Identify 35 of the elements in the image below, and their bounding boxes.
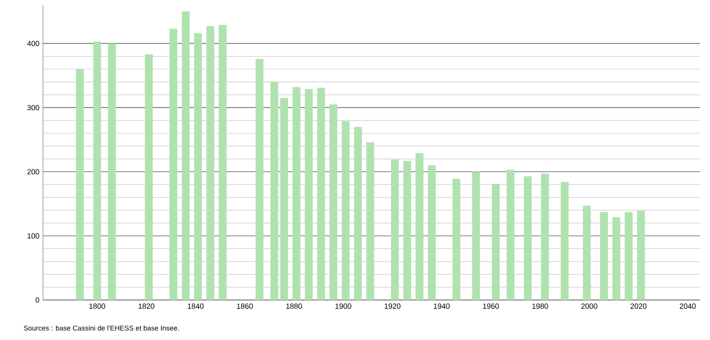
bar	[93, 42, 102, 300]
bar	[600, 212, 608, 300]
bar	[194, 33, 202, 300]
bar	[428, 165, 436, 300]
bar	[329, 104, 338, 300]
bar	[354, 126, 362, 300]
bar	[182, 11, 190, 300]
bar	[218, 24, 227, 300]
bar	[492, 184, 500, 300]
bar	[206, 26, 214, 300]
bar	[256, 58, 264, 300]
bar	[108, 43, 116, 300]
bar	[560, 182, 569, 300]
bar	[506, 170, 514, 300]
bar	[582, 206, 591, 300]
bar	[612, 217, 620, 300]
bar	[317, 88, 325, 300]
bar	[472, 172, 480, 300]
bar	[624, 212, 633, 300]
bar	[280, 98, 288, 300]
bar	[76, 69, 84, 300]
bar	[637, 210, 645, 300]
bar	[524, 176, 532, 300]
bar	[452, 178, 460, 300]
bar	[169, 28, 178, 300]
bar	[270, 82, 278, 300]
bar	[416, 153, 424, 300]
bar	[144, 54, 153, 300]
bar	[366, 142, 374, 300]
bar	[403, 160, 412, 300]
bar	[292, 87, 300, 300]
bar	[390, 160, 399, 300]
bar	[541, 174, 549, 300]
bar	[304, 89, 313, 300]
bar	[342, 121, 350, 300]
